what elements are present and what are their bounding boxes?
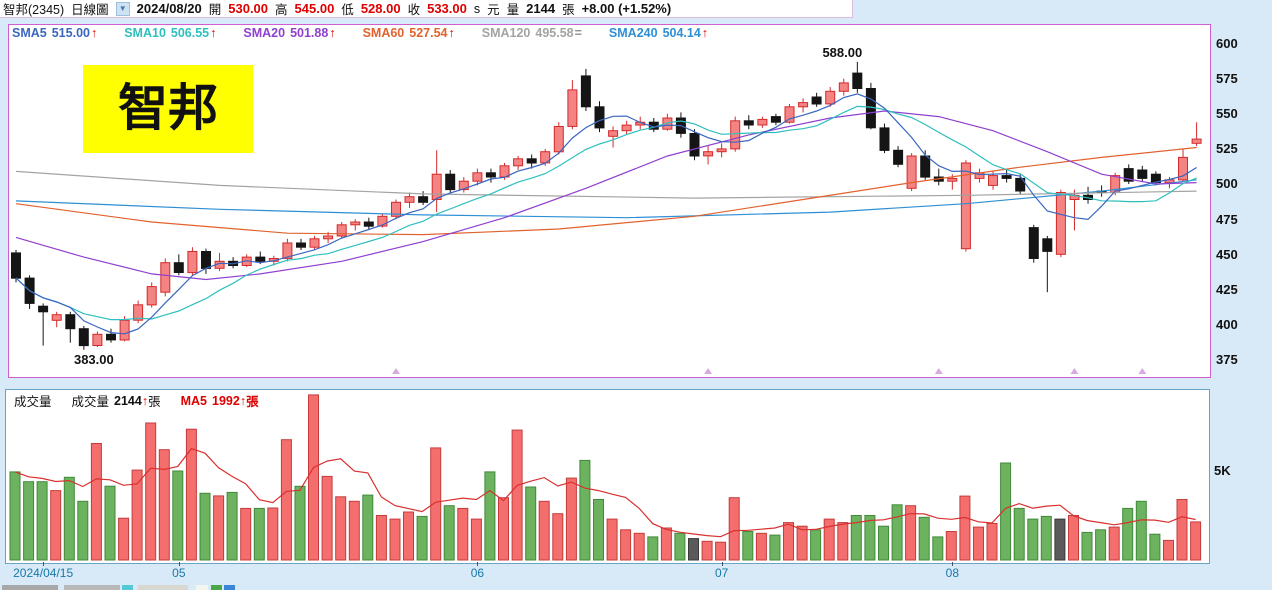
date-axis-label: 2024/04/15	[13, 566, 74, 580]
volume-series-value: 2144	[114, 393, 142, 408]
volume-ma5-arrow-icon: ↑	[239, 393, 247, 408]
price-chart-pane[interactable]: SMA5 515.00↑ SMA10 506.55↑ SMA20 501.88↑ SM…	[8, 24, 1211, 378]
volume-legend: 成交量 成交量 2144 ↑ 張 MA5 1992 ↑ 張	[14, 391, 259, 410]
session-marker: s	[473, 1, 481, 16]
high-price-annotation: 588.00	[822, 44, 863, 60]
volume-pane[interactable]: 成交量 成交量 2144 ↑ 張 MA5 1992 ↑ 張	[5, 389, 1210, 564]
date-axis-label: 05	[172, 566, 186, 580]
low-price-annotation: 383.00	[73, 351, 114, 367]
price-axis-label: 525	[1216, 141, 1238, 157]
volume-ma5-value: 1992	[212, 393, 240, 408]
change-text: +8.00 (+1.52%)	[581, 1, 672, 16]
price-axis-label: 475	[1216, 211, 1238, 227]
volume-ma5-name: MA5	[180, 393, 208, 408]
volume-series-name: 成交量	[71, 395, 110, 409]
sma20-legend-entry: SMA20 501.88↑	[243, 26, 336, 40]
volume-pane-title: 成交量	[14, 395, 52, 409]
high-label: 高	[275, 3, 288, 17]
taskbar-item[interactable]	[211, 585, 222, 590]
sma60-legend-entry: SMA60 527.54↑	[362, 26, 455, 40]
date-value: 2024/08/20	[136, 1, 202, 16]
sma-legend: SMA5 515.00↑ SMA10 506.55↑ SMA20 501.88↑ SM…	[12, 26, 708, 40]
price-axis-label: 575	[1216, 71, 1238, 87]
price-axis-label: 500	[1216, 176, 1238, 192]
sma10-legend-entry: SMA10 506.55↑	[124, 26, 217, 40]
currency-unit: 元	[487, 3, 500, 17]
price-axis-label: 550	[1216, 106, 1238, 122]
close-value: 533.00	[427, 1, 467, 16]
sma5-legend-entry: SMA5 515.00↑	[12, 26, 98, 40]
date-axis-label: 07	[714, 566, 729, 580]
close-label: 收	[407, 3, 421, 17]
volume-ma5-unit: 張	[246, 395, 259, 409]
volume-unit: 張	[562, 3, 575, 17]
date-axis-label: 08	[945, 566, 960, 580]
sma240-legend-entry: SMA240 504.14↑	[608, 26, 709, 40]
taskbar-item[interactable]	[138, 585, 188, 590]
price-axis-label: 375	[1216, 352, 1238, 367]
taskbar-item[interactable]	[224, 585, 235, 590]
price-axis-label: 600	[1216, 36, 1238, 51]
volume-axis-label: 5K	[1214, 463, 1231, 479]
sma120-legend-entry: SMA120 495.58=	[481, 26, 582, 40]
candlestick-chart[interactable]	[9, 25, 1210, 377]
stock-name: 智邦(2345)	[3, 3, 65, 17]
price-axis-label: 450	[1216, 246, 1238, 262]
volume-series-unit: 張	[148, 395, 161, 409]
price-axis-label: 400	[1216, 316, 1238, 332]
title-bar: 智邦(2345) 日線圖 ▼ 2024/08/20 開 530.00 高 545…	[0, 0, 853, 18]
open-label: 開	[208, 3, 222, 17]
low-value: 528.00	[360, 1, 401, 16]
volume-label: 量	[506, 3, 520, 17]
stock-name-badge: 智邦	[83, 65, 253, 153]
taskbar-item[interactable]	[2, 585, 58, 590]
price-axis-label: 425	[1216, 281, 1238, 297]
date-axis-label: 06	[470, 566, 485, 580]
period-dropdown-icon[interactable]: ▼	[115, 1, 130, 16]
volume-up-arrow-icon: ↑	[141, 393, 149, 408]
period-label[interactable]: 日線圖	[71, 3, 109, 17]
volume-bar-chart[interactable]	[6, 390, 1209, 561]
taskbar-item[interactable]	[64, 585, 120, 590]
open-value: 530.00	[228, 1, 269, 16]
low-label: 低	[341, 3, 354, 17]
taskbar-item[interactable]	[196, 585, 208, 590]
volume-value: 2144	[526, 1, 556, 16]
taskbar-item[interactable]	[122, 585, 133, 590]
high-value: 545.00	[294, 1, 335, 16]
